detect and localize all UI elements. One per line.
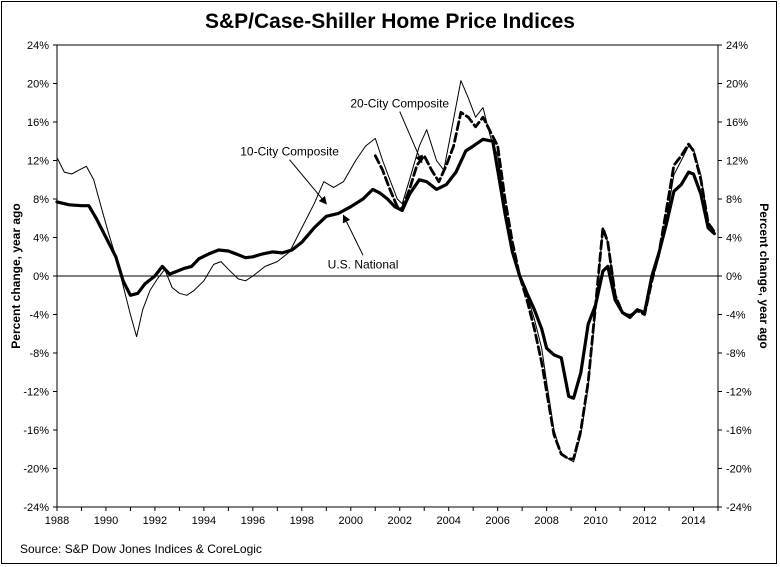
y-tick-label-right: 8% bbox=[726, 194, 742, 206]
y-tick-label-left: 0% bbox=[33, 271, 49, 283]
annotations-group: 20-City Composite 10-City Composite U.S. N… bbox=[240, 97, 449, 272]
x-tick-label: 1988 bbox=[45, 515, 69, 527]
y-tick-label-right: -16% bbox=[726, 425, 752, 437]
annotation-label: U.S. National bbox=[328, 257, 399, 271]
annotation-label: 20-City Composite bbox=[350, 97, 449, 111]
y-tick-label-right: 4% bbox=[726, 233, 742, 245]
x-tick-label: 2014 bbox=[681, 515, 705, 527]
y-tick-label-left: 4% bbox=[33, 233, 49, 245]
series-group bbox=[55, 80, 716, 463]
source-note: Source: S&P Dow Jones Indices & CoreLogi… bbox=[20, 542, 262, 556]
x-tick-label: 1994 bbox=[192, 515, 216, 527]
annotation-label: 10-City Composite bbox=[240, 145, 339, 159]
y-tick-label-right: -20% bbox=[726, 464, 752, 476]
y-tick-label-right: 12% bbox=[726, 156, 748, 168]
chart-title: S&P/Case-Shiller Home Price Indices bbox=[205, 10, 575, 33]
annotation-arrow bbox=[289, 159, 327, 205]
y-tick-label-left: -24% bbox=[23, 502, 49, 514]
x-tick-label: 1990 bbox=[94, 515, 118, 527]
x-tick-label: 1992 bbox=[143, 515, 167, 527]
y-tick-label-right: 20% bbox=[726, 79, 748, 91]
y-tick-label-right: 24% bbox=[726, 40, 748, 52]
series-line-20-city-composite bbox=[373, 111, 716, 461]
y-tick-label-right: -12% bbox=[726, 387, 752, 399]
y-tick-label-right: -4% bbox=[726, 310, 746, 322]
y-tick-label-left: 24% bbox=[27, 40, 49, 52]
annotation-arrow bbox=[342, 214, 364, 256]
y-tick-label-left: -12% bbox=[23, 387, 49, 399]
y-tick-label-left: -20% bbox=[23, 464, 49, 476]
y-tick-label-left: -4% bbox=[29, 310, 49, 322]
x-tick-label: 2006 bbox=[485, 515, 509, 527]
y-tick-label-left: 12% bbox=[27, 156, 49, 168]
axes-group: -24% -24% -20% -20% -16% -16% -12% -12% -8% -8% -4… bbox=[9, 40, 771, 527]
y-tick-label-right: 0% bbox=[726, 271, 742, 283]
x-tick-label: 2010 bbox=[583, 515, 607, 527]
y-tick-label-right: 16% bbox=[726, 117, 748, 129]
x-tick-label: 2002 bbox=[387, 515, 411, 527]
y-axis-title-right: Percent change, year ago bbox=[757, 203, 771, 348]
x-tick-label: 1996 bbox=[241, 515, 265, 527]
x-tick-label: 2008 bbox=[534, 515, 558, 527]
y-tick-label-left: 8% bbox=[33, 194, 49, 206]
x-tick-label: 1998 bbox=[290, 515, 314, 527]
x-tick-label: 2000 bbox=[339, 515, 363, 527]
y-tick-label-left: 20% bbox=[27, 79, 49, 91]
y-tick-label-right: -24% bbox=[726, 502, 752, 514]
y-tick-label-left: 16% bbox=[27, 117, 49, 129]
x-tick-label: 2012 bbox=[632, 515, 656, 527]
y-tick-label-left: -8% bbox=[29, 348, 49, 360]
series-line-u-s-national bbox=[55, 137, 716, 400]
y-tick-label-right: -8% bbox=[726, 348, 746, 360]
x-tick-label: 2004 bbox=[436, 515, 460, 527]
y-axis-title-left: Percent change, year ago bbox=[9, 203, 23, 348]
annotation-arrow bbox=[399, 111, 423, 164]
y-tick-label-left: -16% bbox=[23, 425, 49, 437]
